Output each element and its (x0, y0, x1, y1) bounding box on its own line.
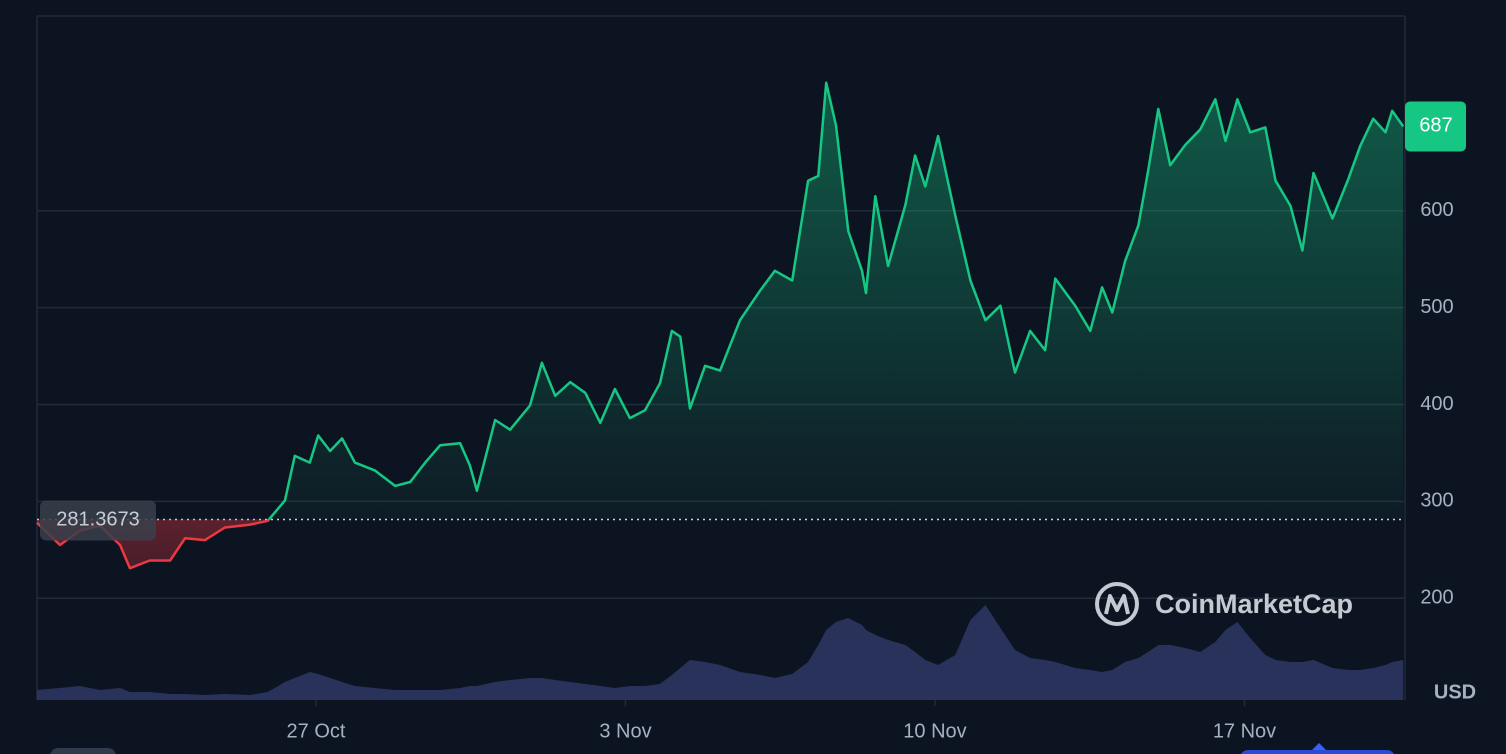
watermark: CoinMarketCap (1095, 582, 1353, 626)
labels-layer: 200 300 400 500 600 27 Oct 3 Nov 10 Nov 17 Nov 68… (40, 101, 1466, 742)
range-handle (1312, 743, 1326, 750)
y-tick-label: 500 (1420, 296, 1453, 318)
watermark-logo-mark (1104, 594, 1130, 615)
control-pill[interactable] (50, 748, 116, 754)
price-line (36, 81, 1405, 570)
baseline-label: 281.3673 (56, 509, 139, 531)
volume-layer (37, 605, 1404, 700)
currency-label: USD (1434, 681, 1476, 703)
y-tick-label: 400 (1420, 393, 1453, 415)
y-tick-label: 200 (1420, 587, 1453, 609)
x-tick-label: 10 Nov (903, 720, 966, 742)
plot-layer (36, 81, 1405, 570)
price-area (37, 82, 1404, 569)
x-tick-label: 17 Nov (1213, 720, 1276, 742)
x-tick-label: 27 Oct (287, 720, 346, 742)
volume-area (37, 605, 1404, 700)
baseline-badge (40, 500, 156, 541)
last-price-label: 687 (1419, 115, 1452, 137)
watermark-logo (1095, 582, 1139, 626)
y-tick-label: 600 (1420, 199, 1453, 221)
x-tick-label: 3 Nov (599, 720, 651, 742)
range-selector[interactable] (1240, 750, 1395, 754)
last-price-badge (1405, 101, 1466, 152)
y-tick-label: 300 (1420, 490, 1453, 512)
watermark-text: CoinMarketCap (1155, 589, 1353, 619)
